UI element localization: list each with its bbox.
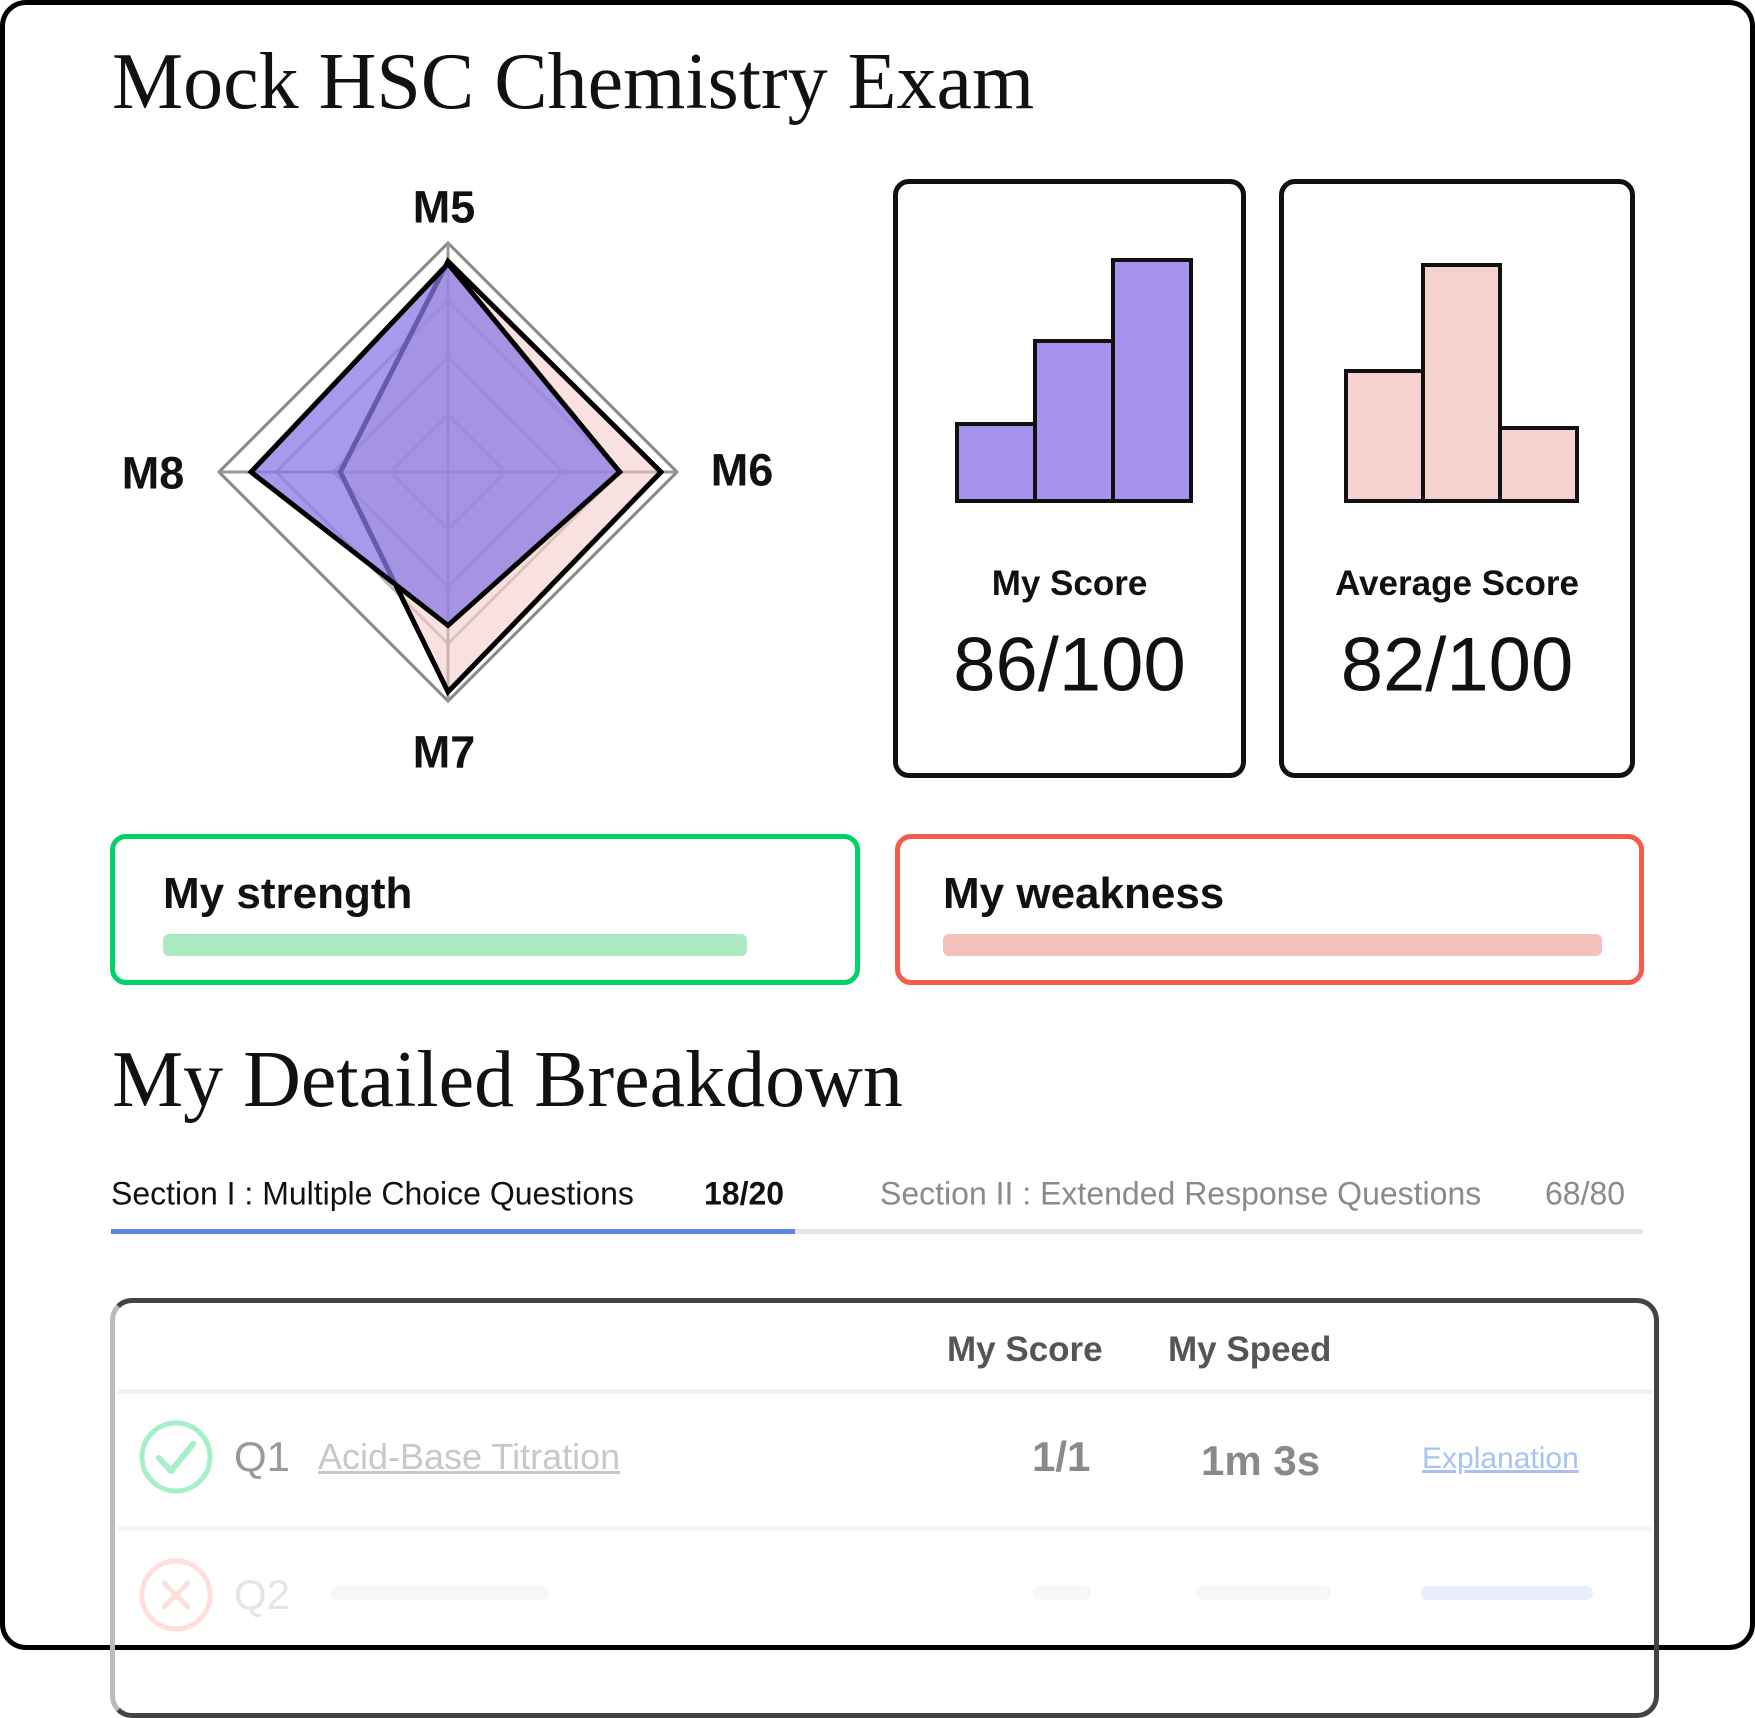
weakness-bar (943, 934, 1602, 956)
header-my-score: My Score (947, 1330, 1103, 1369)
check-circle-icon (139, 1420, 213, 1494)
header-my-speed: My Speed (1168, 1330, 1332, 1369)
histogram-bar (955, 422, 1037, 503)
x-circle-icon (139, 1558, 213, 1632)
tab-score: 18/20 (704, 1175, 785, 1212)
my-score-card: My Score 86/100 (893, 179, 1246, 778)
radar-chart (216, 240, 680, 704)
tab-track (111, 1229, 1643, 1234)
strength-bar (163, 934, 747, 956)
strength-panel[interactable]: My strength (110, 834, 860, 985)
question-id: Q1 (234, 1433, 291, 1480)
question-score: 1/1 (1032, 1433, 1091, 1480)
radar-axis-label: M6 (710, 444, 774, 496)
question-id: Q2 (234, 1571, 291, 1618)
average-score-value: 82/100 (1340, 622, 1574, 708)
my-score-label: My Score (991, 564, 1148, 603)
row-divider (117, 1526, 1652, 1531)
radar-axis-label: M8 (121, 447, 185, 499)
active-tab-indicator (111, 1229, 795, 1234)
histogram-bar (1033, 338, 1115, 503)
explanation-link[interactable]: Explanation (1422, 1442, 1579, 1475)
tab-label[interactable]: Section II : Extended Response Questions (880, 1175, 1482, 1212)
radar-axis-label: M7 (412, 726, 476, 778)
histogram-bar (1344, 368, 1425, 503)
page-title: Mock HSC Chemistry Exam (112, 38, 1035, 126)
question-speed: 1m 3s (1201, 1437, 1321, 1484)
average-score-card: Average Score 82/100 (1279, 179, 1635, 778)
speed-placeholder (1196, 1586, 1331, 1600)
score-placeholder (1033, 1586, 1091, 1600)
question-topic-link[interactable]: Acid-Base Titration (318, 1436, 621, 1477)
row-divider (117, 1389, 1652, 1394)
strength-title: My strength (163, 869, 413, 918)
radar-series-2 (247, 259, 624, 629)
average-score-label: Average Score (1335, 564, 1579, 603)
tab-score: 68/80 (1545, 1175, 1626, 1212)
topic-placeholder (330, 1586, 550, 1600)
question-table (110, 1298, 1659, 1718)
my-score-value: 86/100 (953, 622, 1186, 708)
histogram-bar (1421, 263, 1502, 503)
breakdown-title: My Detailed Breakdown (112, 1036, 903, 1124)
weakness-title: My weakness (943, 869, 1225, 918)
explanation-placeholder[interactable] (1421, 1586, 1593, 1600)
radar-axis-label: M5 (412, 181, 476, 233)
weakness-panel[interactable]: My weakness (895, 834, 1644, 985)
tab-label[interactable]: Section I : Multiple Choice Questions (111, 1175, 634, 1212)
histogram-bar (1498, 426, 1579, 503)
page-frame (0, 0, 1755, 1650)
histogram-bar (1111, 258, 1193, 503)
